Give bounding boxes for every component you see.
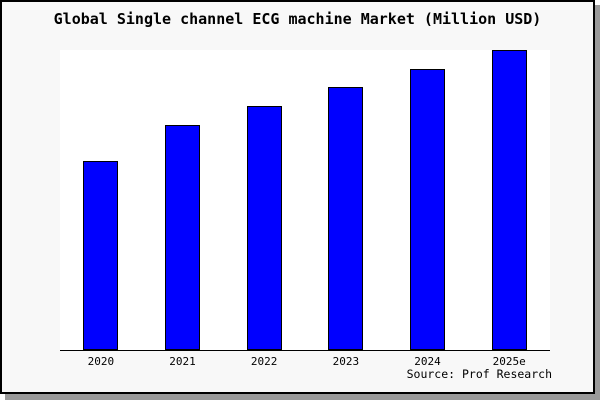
x-tick-label-2020: 2020: [87, 355, 115, 368]
x-tick-label-2023: 2023: [332, 355, 360, 368]
bar-2023: [328, 87, 364, 350]
x-tick-label-2022: 2022: [250, 355, 278, 368]
chart-figure: Global Single channel ECG machine Market…: [0, 0, 595, 394]
chart-title: Global Single channel ECG machine Market…: [53, 10, 542, 28]
bar-2024: [410, 69, 445, 350]
plot-area: [60, 50, 550, 351]
x-tick-label-2024: 2024: [414, 355, 441, 368]
x-tick-label-2025e: 2025e: [492, 355, 526, 368]
x-axis-labels: 2020 2021 2022 2023 2024 2025e: [2, 355, 593, 371]
bar-2025e: [491, 50, 527, 350]
bar-2020: [83, 161, 119, 350]
bar-2022: [246, 106, 282, 350]
bar-2021: [165, 125, 200, 350]
x-tick-label-2021: 2021: [169, 355, 196, 368]
source-credit: Source: Prof Research: [406, 367, 552, 381]
